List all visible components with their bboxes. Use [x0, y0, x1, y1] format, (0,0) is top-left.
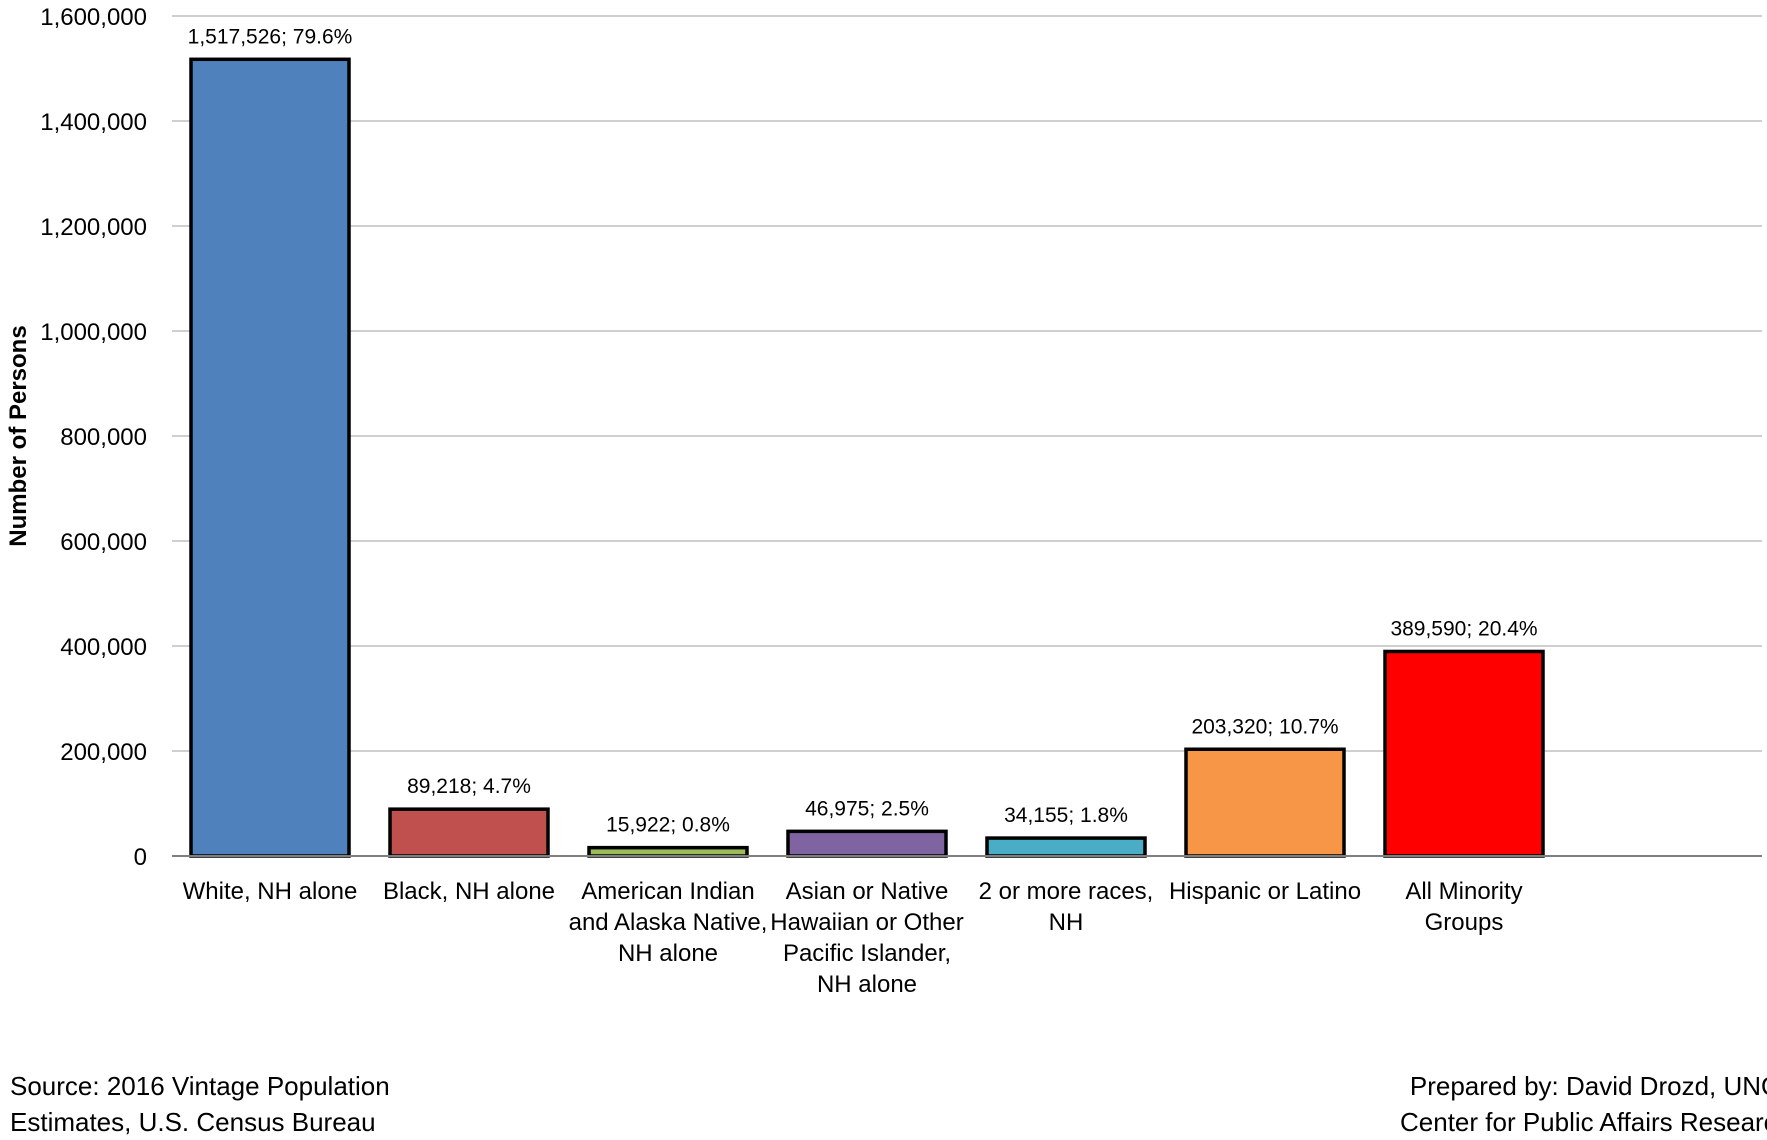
y-tick-label: 1,200,000: [40, 214, 147, 241]
source-note: Source: 2016 Vintage Population Estimate…: [10, 1068, 390, 1140]
data-label: 203,320; 10.7%: [1191, 715, 1338, 738]
prepared-by-note: Prepared by: David Drozd, UNO Center for…: [1400, 1068, 1767, 1140]
data-label: 15,922; 0.8%: [606, 814, 730, 837]
gridlines: [172, 15, 1762, 752]
y-tick-label: 1,600,000: [40, 4, 147, 31]
data-label: 89,218; 4.7%: [407, 775, 531, 798]
data-label: 46,975; 2.5%: [805, 797, 929, 820]
y-tick-label: 800,000: [60, 424, 147, 451]
x-tick-label: Black, NH alone: [383, 878, 555, 905]
x-tick-label: American Indian and Alaska Native, NH alon…: [569, 878, 768, 967]
x-tick-label: Hispanic or Latino: [1169, 878, 1361, 905]
y-tick-label: 1,000,000: [40, 319, 147, 346]
bars: [189, 57, 1545, 858]
bar: [388, 807, 550, 858]
x-tick-label: Asian or Native Hawaiian or Other Pacific …: [770, 878, 963, 998]
y-tick-label: 200,000: [60, 739, 147, 766]
prepared-by-line-1: Prepared by: David Drozd, UNO: [1409, 1071, 1767, 1101]
x-tick-label: All Minority Groups: [1405, 878, 1522, 936]
prepared-by-line-2: Center for Public Affairs Research: [1400, 1107, 1767, 1137]
bar: [985, 836, 1147, 858]
data-label: 1,517,526; 79.6%: [188, 25, 353, 48]
x-tick-label: 2 or more races, NH: [979, 878, 1154, 936]
data-labels: 1,517,526; 79.6% 89,218; 4.7% 15,922; 0.8%…: [188, 25, 1538, 836]
y-axis-title: Number of Persons: [5, 325, 32, 546]
y-tick-label: 400,000: [60, 634, 147, 661]
bar: [189, 57, 351, 858]
data-label: 389,590; 20.4%: [1390, 617, 1537, 640]
y-tick-label: 600,000: [60, 529, 147, 556]
y-tick-label: 1,400,000: [40, 109, 147, 136]
bar: [1184, 747, 1346, 858]
data-label: 34,155; 1.8%: [1004, 804, 1128, 827]
bar: [587, 845, 749, 858]
source-note-line-2: Estimates, U.S. Census Bureau: [10, 1107, 376, 1137]
bar: [1383, 649, 1545, 858]
x-tick-label: White, NH alone: [183, 878, 358, 905]
bar: [786, 829, 948, 858]
y-tick-label: 0: [134, 844, 147, 871]
source-note-line-1: Source: 2016 Vintage Population: [10, 1071, 390, 1101]
x-axis-category-labels: White, NH alone Black, NH alone American I…: [183, 878, 1523, 998]
y-axis-tick-labels: 0 200,000 400,000 600,000 800,000 1,000,000 1,…: [40, 4, 147, 871]
